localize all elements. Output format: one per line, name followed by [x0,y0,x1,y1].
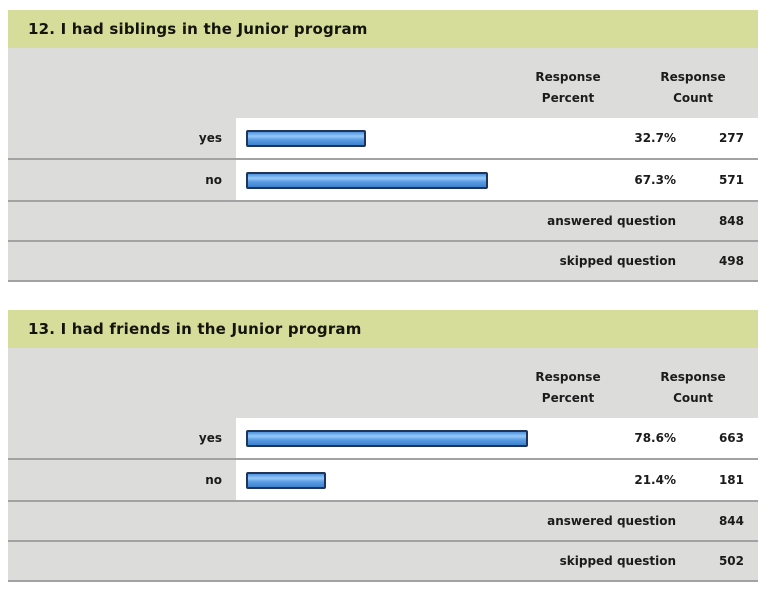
response-percent-header-line2: Percent [541,91,595,105]
response-percent-value: 67.3% [634,173,676,187]
response-count-value: 277 [718,131,744,145]
response-count-value: 181 [718,473,744,487]
answered-question-row: answered question 848 [8,200,758,240]
question-12-section: 12. I had siblings in the Junior program… [8,10,758,282]
bar-track [246,171,600,189]
column-header-response-count: Response Count [628,367,758,409]
answer-bar [246,429,529,447]
answer-row-no: no 21.4% 181 [8,458,758,500]
skipped-question-label: skipped question [559,554,676,568]
bar-area [236,160,600,200]
response-count-header-line1: Response [660,70,726,84]
answer-label: no [8,460,236,500]
question-12-column-headers: Response Percent Response Count [8,48,758,118]
response-percent-header-line2: Percent [541,391,595,405]
response-percent-header-line1: Response [535,70,601,84]
answered-question-row: answered question 844 [8,500,758,540]
response-count-header-line2: Count [673,91,713,105]
question-13-title: 13. I had friends in the Junior program [8,310,758,348]
response-count-header-line1: Response [660,370,726,384]
answer-bar [246,129,366,147]
answer-bar [246,171,489,189]
skipped-question-label: skipped question [559,254,676,268]
question-13-column-headers: Response Percent Response Count [8,348,758,418]
answer-row-yes: yes 32.7% 277 [8,118,758,158]
bar-track [246,129,600,147]
response-percent-value: 21.4% [634,473,676,487]
skipped-question-count: 498 [718,254,744,268]
response-percent-header-line1: Response [535,370,601,384]
answer-row-yes: yes 78.6% 663 [8,418,758,458]
column-header-response-count: Response Count [628,67,758,109]
response-percent-value: 78.6% [634,431,676,445]
answered-question-label: answered question [547,214,676,228]
answer-row-no: no 67.3% 571 [8,158,758,200]
skipped-question-count: 502 [718,554,744,568]
column-header-response-percent: Response Percent [508,67,628,109]
question-12-title: 12. I had siblings in the Junior program [8,10,758,48]
answered-question-count: 844 [718,514,744,528]
answer-label: yes [8,418,236,458]
answered-question-label: answered question [547,514,676,528]
bar-area [236,118,600,158]
answer-bar [246,471,326,489]
response-count-header-line2: Count [673,391,713,405]
bar-track [246,471,600,489]
survey-results-report: 12. I had siblings in the Junior program… [8,10,758,610]
response-count-value: 663 [718,431,744,445]
response-count-value: 571 [718,173,744,187]
bar-area [236,418,600,458]
column-header-response-percent: Response Percent [508,367,628,409]
skipped-question-row: skipped question 502 [8,540,758,580]
answered-question-count: 848 [718,214,744,228]
answer-label: no [8,160,236,200]
question-13-section: 13. I had friends in the Junior program … [8,310,758,582]
response-percent-value: 32.7% [634,131,676,145]
bar-area [236,460,600,500]
bar-track [246,429,600,447]
skipped-question-row: skipped question 498 [8,240,758,280]
answer-label: yes [8,118,236,158]
